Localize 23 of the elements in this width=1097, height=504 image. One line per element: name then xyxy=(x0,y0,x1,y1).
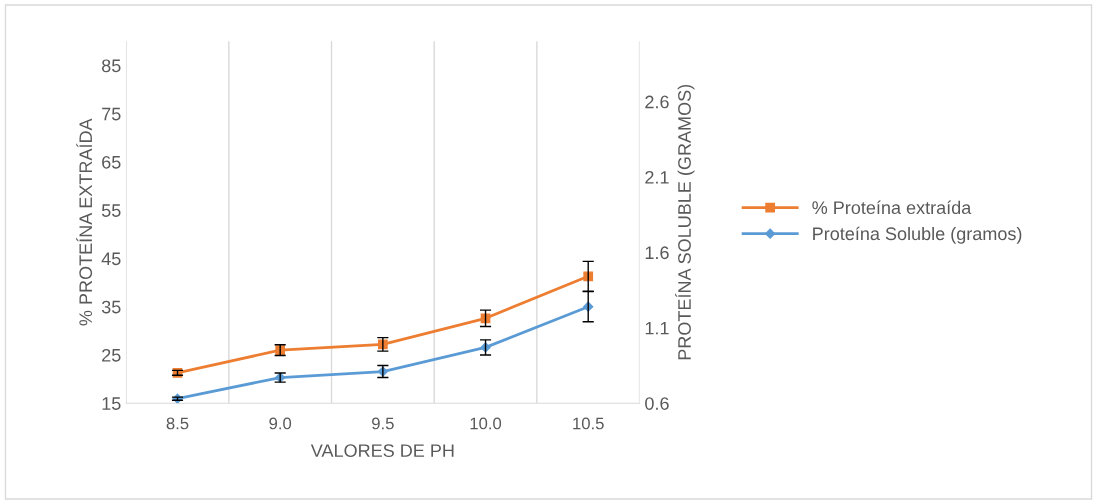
y-tick-label: 75 xyxy=(102,107,121,121)
x-axis-title: VALORES DE PH xyxy=(310,444,454,457)
x-tick-label: 9.0 xyxy=(269,417,292,430)
y-tick-label: 35 xyxy=(101,300,121,314)
x-tick-label: 9.5 xyxy=(372,417,394,430)
y2-tick-label: 2.6 xyxy=(645,95,669,109)
y2-tick-label: 2.1 xyxy=(645,170,669,184)
y2-tick-label: 1.1 xyxy=(645,321,669,335)
y-tick-label: 15 xyxy=(102,397,121,410)
y2-tick-label: 0.6 xyxy=(645,397,669,410)
x-tick-label: 10.5 xyxy=(573,417,604,430)
x-tick-label: 8.5 xyxy=(166,417,189,430)
legend-label: Proteína Soluble (gramos) xyxy=(813,226,1022,244)
legend-label: % Proteína extraída xyxy=(812,200,972,215)
y-axis-title: % PROTEÍNA EXTRAÍDA xyxy=(76,118,93,326)
y-tick-label: 55 xyxy=(101,204,121,217)
y-tick-label: 65 xyxy=(102,155,121,169)
y2-tick-label: 1.6 xyxy=(645,246,669,260)
x-tick-label: 10.0 xyxy=(470,417,502,430)
y-tick-label: 85 xyxy=(102,59,121,73)
y-tick-label: 45 xyxy=(101,252,121,266)
y-tick-label: 25 xyxy=(102,348,121,362)
y2-axis-title: PROTEÍNA SOLUBLE (GRAMOS) xyxy=(675,84,695,360)
